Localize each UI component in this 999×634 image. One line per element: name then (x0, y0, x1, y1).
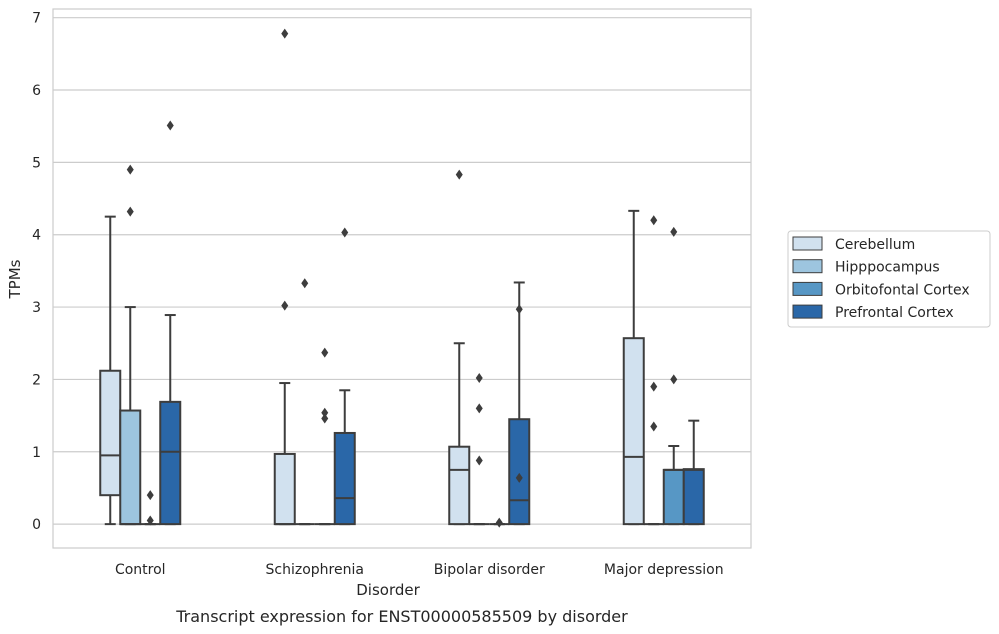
outlier-point (455, 169, 463, 180)
box-orbitofontal-cortex (489, 517, 510, 528)
y-tick-label: 2 (32, 372, 41, 388)
outlier-point (650, 381, 658, 392)
outlier-point (475, 372, 483, 383)
outlier-point (475, 455, 483, 466)
x-axis-label: Disorder (356, 581, 420, 599)
y-tick-labels: 0 1 2 3 4 5 6 7 (32, 11, 41, 533)
outlier-point (321, 413, 329, 424)
outlier-point (650, 215, 658, 226)
y-axis-label: TPMs (6, 259, 24, 299)
box-orbitofontal-cortex (662, 226, 685, 526)
outlier-point (495, 517, 503, 528)
legend-swatch (792, 281, 823, 296)
outlier-point (281, 300, 289, 311)
box-hipppocampus (469, 372, 490, 526)
box-body (508, 418, 531, 526)
box-body (622, 337, 645, 526)
plot-frame (52, 8, 752, 549)
legend-frame (787, 230, 991, 328)
x-tick-label: Control (115, 562, 166, 578)
outlier-point (475, 403, 483, 414)
y-tick-label: 1 (32, 445, 41, 461)
legend-label: Prefrontal Cortex (835, 305, 954, 321)
box-body (662, 468, 685, 526)
outlier-point (146, 515, 154, 526)
outlier-point (670, 226, 678, 237)
legend-swatch (792, 259, 823, 274)
outlier-point (301, 278, 309, 289)
box-cerebellum (622, 209, 645, 526)
box-prefrontal-cortex (682, 419, 705, 526)
box-cerebellum (448, 169, 471, 526)
legend-swatch (792, 304, 823, 319)
box-orbitofontal-cortex (314, 347, 335, 526)
x-tick-labels: Control Schizophrenia Bipolar disorder Majo… (115, 562, 724, 578)
box-body (99, 369, 122, 497)
box-hipppocampus (294, 278, 315, 526)
box-body (333, 431, 356, 526)
box-body (682, 468, 705, 526)
y-tick-label: 6 (32, 83, 41, 99)
outlier-point (281, 28, 289, 39)
outlier-point (126, 206, 134, 217)
y-tick-label: 0 (32, 517, 41, 533)
x-tick-label: Bipolar disorder (434, 562, 545, 578)
box-hipppocampus (643, 215, 664, 526)
grid-lines (53, 17, 751, 525)
box-hipppocampus (119, 164, 142, 526)
outlier-point (321, 407, 329, 418)
y-tick-label: 7 (32, 11, 41, 27)
outlier-point (126, 164, 134, 175)
y-tick-label: 3 (32, 300, 41, 316)
outlier-point (146, 490, 154, 501)
legend-label: Cerebellum (835, 237, 915, 253)
boxes-layer (99, 28, 705, 528)
box-prefrontal-cortex (333, 227, 356, 526)
outlier-point (670, 374, 678, 385)
legend: Cerebellum Hipppocampus Orbitofontal Corte… (787, 230, 991, 328)
box-cerebellum (273, 28, 296, 526)
box-body (159, 400, 182, 526)
chart-title: Transcript expression for ENST0000058550… (175, 607, 628, 626)
box-prefrontal-cortex (159, 120, 182, 526)
y-tick-label: 4 (32, 228, 41, 244)
outlier-point (166, 120, 174, 131)
outlier-point (321, 347, 329, 358)
box-prefrontal-cortex (508, 281, 531, 526)
legend-label: Orbitofontal Cortex (835, 282, 970, 298)
box-cerebellum (99, 215, 122, 526)
outlier-point (341, 227, 349, 238)
outlier-point (515, 472, 523, 483)
x-tick-label: Major depression (604, 562, 724, 578)
legend-swatch (792, 236, 823, 251)
box-body (119, 409, 142, 526)
box-body (273, 452, 296, 526)
x-tick-label: Schizophrenia (266, 562, 364, 578)
box-orbitofontal-cortex (140, 490, 161, 526)
box-body (448, 445, 471, 526)
y-tick-label: 5 (32, 155, 41, 171)
legend-label: Hipppocampus (835, 260, 940, 276)
outlier-point (515, 304, 523, 315)
outlier-point (650, 421, 658, 432)
